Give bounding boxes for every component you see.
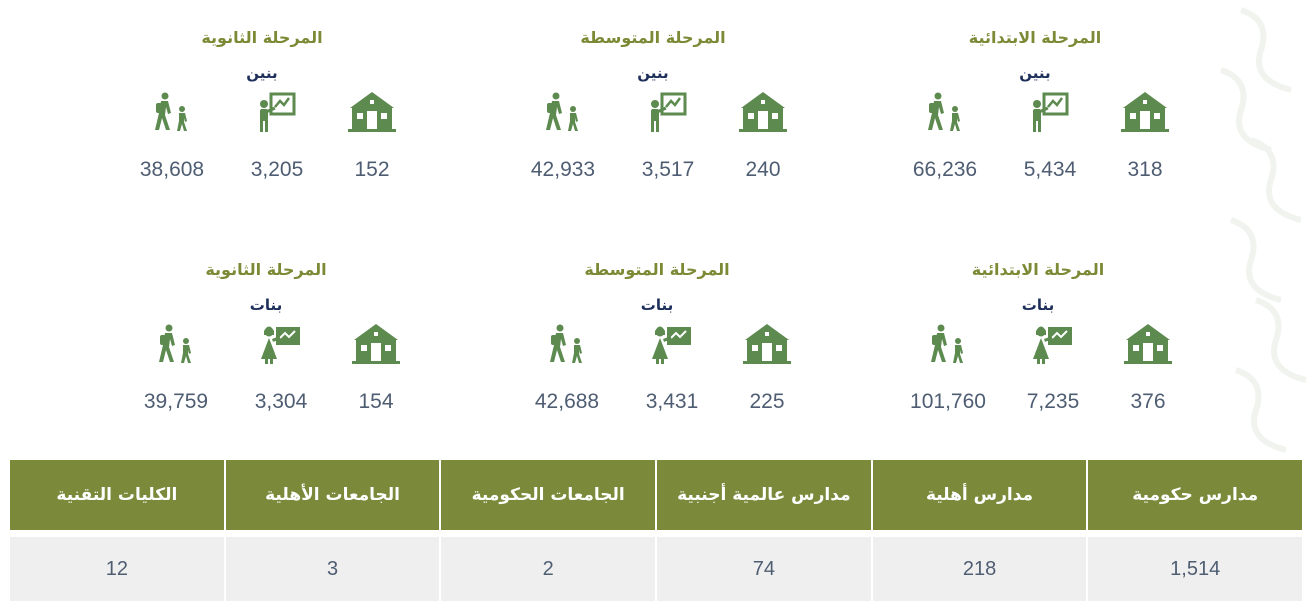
stage-title: المرحلة الابتدائية <box>971 260 1105 279</box>
female-teacher-board-icon <box>998 319 1108 369</box>
teachers-stat: 3,517 <box>613 87 723 183</box>
schools-count: 376 <box>1130 390 1166 413</box>
walking-students-icon <box>890 87 1000 137</box>
schools-stat: 376 <box>1093 319 1203 415</box>
students-stat: 38,608 <box>117 87 227 183</box>
schools-count: 318 <box>1127 158 1163 181</box>
students-count: 38,608 <box>139 158 205 181</box>
stage-card-girls-intermediate: المرحلة المتوسطة بنات 225 3,431 42,688 <box>507 259 807 419</box>
stage-title: المرحلة الابتدائية <box>968 28 1102 47</box>
schools-count: 152 <box>354 158 390 181</box>
stage-card-girls-primary: المرحلة الابتدائية بنات 376 7,235 101,76… <box>888 259 1188 419</box>
stage-title: المرحلة المتوسطة <box>580 28 726 47</box>
walking-students-icon <box>512 319 622 369</box>
walking-students-icon <box>893 319 1003 369</box>
teachers-count: 7,235 <box>1026 390 1080 413</box>
stage-gender-label: بنات <box>249 296 283 314</box>
stage-card-boys-secondary: المرحلة الثانوية بنين 152 3,205 38,608 <box>112 27 412 187</box>
schools-stat: 240 <box>708 87 818 183</box>
teachers-stat: 3,431 <box>617 319 727 415</box>
teachers-count: 3,304 <box>254 390 308 413</box>
school-building-icon <box>317 87 427 137</box>
stage-card-girls-secondary: المرحلة الثانوية بنات 154 3,304 39,759 <box>116 259 416 419</box>
value-international-schools: 74 <box>657 537 871 601</box>
female-teacher-board-icon <box>226 319 336 369</box>
walking-students-icon <box>508 87 618 137</box>
stage-gender-label: بنين <box>637 64 669 82</box>
teachers-stat: 7,235 <box>998 319 1108 415</box>
schools-count: 240 <box>745 158 781 181</box>
stage-gender-label: بنات <box>640 296 674 314</box>
female-teacher-board-icon <box>617 319 727 369</box>
header-government-universities: الجامعات الحكومية <box>441 460 656 530</box>
school-building-icon <box>708 87 818 137</box>
stage-title: المرحلة المتوسطة <box>584 260 730 279</box>
stage-gender-label: بنين <box>246 64 278 82</box>
table-header-row: مدارس حكومية مدارس أهلية مدارس عالمية أج… <box>10 460 1302 530</box>
students-stat: 42,933 <box>508 87 618 183</box>
value-technical-colleges: 12 <box>10 537 224 601</box>
school-building-icon <box>712 319 822 369</box>
students-count: 42,688 <box>534 390 600 413</box>
walking-students-icon <box>117 87 227 137</box>
stage-gender-label: بنين <box>1019 64 1051 82</box>
value-government-universities: 2 <box>441 537 656 601</box>
students-count: 66,236 <box>912 158 978 181</box>
stage-card-boys-intermediate: المرحلة المتوسطة بنين 240 3,517 42,933 <box>503 27 803 187</box>
header-technical-colleges: الكليات التقنية <box>10 460 224 530</box>
students-stat: 39,759 <box>121 319 231 415</box>
school-building-icon <box>1093 319 1203 369</box>
teachers-stat: 3,205 <box>222 87 332 183</box>
stage-card-boys-primary: المرحلة الابتدائية بنين 318 5,434 66,236 <box>885 27 1185 187</box>
students-stat: 101,760 <box>893 319 1003 415</box>
teachers-count: 3,517 <box>641 158 695 181</box>
header-international-schools: مدارس عالمية أجنبية <box>657 460 871 530</box>
teachers-count: 3,205 <box>250 158 304 181</box>
students-count: 101,760 <box>910 390 986 413</box>
stage-gender-label: بنات <box>1021 296 1055 314</box>
schools-count: 154 <box>358 390 394 413</box>
students-count: 42,933 <box>530 158 596 181</box>
institutions-summary-table: مدارس حكومية مدارس أهلية مدارس عالمية أج… <box>8 460 1304 601</box>
teachers-stat: 5,434 <box>995 87 1105 183</box>
teachers-stat: 3,304 <box>226 319 336 415</box>
male-teacher-board-icon <box>613 87 723 137</box>
students-count: 39,759 <box>143 390 209 413</box>
table-spacer <box>10 530 1302 537</box>
table-row: 1,514 218 74 2 3 12 <box>10 537 1302 601</box>
value-private-universities: 3 <box>225 537 440 601</box>
stage-title: المرحلة الثانوية <box>205 260 327 279</box>
schools-stat: 152 <box>317 87 427 183</box>
teachers-count: 3,431 <box>645 390 699 413</box>
stage-title: المرحلة الثانوية <box>201 28 323 47</box>
header-private-universities: الجامعات الأهلية <box>225 460 440 530</box>
male-teacher-board-icon <box>222 87 332 137</box>
schools-stat: 225 <box>712 319 822 415</box>
schools-count: 225 <box>749 390 785 413</box>
school-building-icon <box>321 319 431 369</box>
schools-stat: 318 <box>1090 87 1200 183</box>
value-private-schools: 218 <box>872 537 1087 601</box>
students-stat: 66,236 <box>890 87 1000 183</box>
value-government-schools: 1,514 <box>1088 537 1302 601</box>
decorative-pattern <box>1219 7 1307 453</box>
schools-stat: 154 <box>321 319 431 415</box>
students-stat: 42,688 <box>512 319 622 415</box>
header-government-schools: مدارس حكومية <box>1088 460 1302 530</box>
teachers-count: 5,434 <box>1023 158 1077 181</box>
school-building-icon <box>1090 87 1200 137</box>
walking-students-icon <box>121 319 231 369</box>
male-teacher-board-icon <box>995 87 1105 137</box>
header-private-schools: مدارس أهلية <box>872 460 1087 530</box>
